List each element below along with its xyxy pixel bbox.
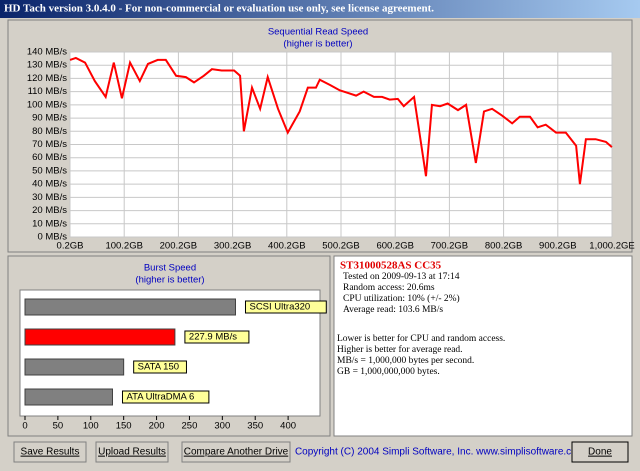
x-tick-label: 150 [116,421,132,432]
drive-name: ST31000528AS CC35 [340,260,442,272]
info-line: Random access: 20.6ms [343,283,435,293]
title-bar [0,0,640,18]
x-tick-label: 600.2GB [376,241,414,252]
y-tick-label: 70 MB/s [32,139,67,150]
bar [24,328,176,346]
y-tick-label: 40 MB/s [32,179,67,190]
x-tick-label: 700.2GB [431,241,469,252]
x-tick-label: 300 [214,421,230,432]
y-tick-label: 30 MB/s [32,192,67,203]
bar-label: 227.9 MB/s [184,330,250,344]
info-panel [333,255,633,437]
read-line [69,56,613,185]
y-tick-label: 120 MB/s [27,73,67,84]
button-face [13,441,87,463]
bar [24,388,113,406]
x-tick-label: 100 [83,421,99,432]
y-tick-label: 110 MB/s [28,86,68,97]
bar-label: ATA UltraDMA 6 [121,390,210,404]
info-note: MB/s = 1,000,000 bytes per second. [337,356,474,366]
x-tick-label: 800.2GB [485,241,523,252]
label-box [184,330,250,344]
label-box [121,390,210,404]
button-face [95,441,169,463]
bar-label: SATA 150 [133,360,187,374]
x-tick-label: 400.2GB [268,241,306,252]
y-tick-label: 50 MB/s [32,165,67,176]
y-tick-label: 100 MB/s [27,99,67,110]
x-tick-label: 200 [149,421,165,432]
chart-title: Burst Speed [144,263,196,274]
button-label: Save Results [21,447,80,458]
x-tick-label: 50 [53,421,64,432]
bar-label-text: ATA UltraDMA 6 [126,392,194,403]
x-tick-label: 400 [280,421,296,432]
x-tick-label: 350 [247,421,263,432]
y-tick-label: 90 MB/s [32,113,67,124]
y-tick-label: 60 MB/s [32,152,67,163]
button-label: Compare Another Drive [184,447,289,458]
copyright: Copyright (C) 2004 Simpli Software, Inc.… [295,447,585,458]
info-note: Higher is better for average read. [337,344,463,355]
y-tick-label: 10 MB/s [32,218,67,229]
chart-subtitle: (higher is better) [135,275,204,286]
button[interactable]: Done [571,441,629,463]
button-face [181,441,291,463]
bar [24,298,236,316]
info-note: GB = 1,000,000,000 bytes. [337,367,440,377]
x-tick-label: 100.2GB [105,241,143,252]
y-tick-label: 0 MB/s [37,232,67,243]
chart-title: Sequential Read Speed [268,27,368,38]
y-tick-label: 130 MB/s [27,60,67,71]
window-title: HD Tach version 3.0.4.0 - For non-commer… [4,3,434,15]
x-tick-label: 900.2GB [539,241,577,252]
button-label: Upload Results [98,447,166,458]
bar [24,358,125,376]
bar-label-text: SATA 150 [138,362,179,373]
label-box [244,300,327,314]
bar-label: SCSI Ultra320 [244,300,327,314]
bar-label-text: 227.9 MB/s [189,332,237,343]
x-tick-label: 500.2GB [322,241,360,252]
button[interactable]: Save Results [13,441,87,463]
button-face [571,441,629,463]
info-line: Average read: 103.6 MB/s [343,305,443,315]
button[interactable]: Compare Another Drive [181,441,291,463]
x-tick-label: 200.2GB [160,241,198,252]
button-label: Done [588,447,612,458]
y-tick-label: 80 MB/s [32,126,67,137]
y-tick-label: 20 MB/s [32,205,67,216]
label-box [133,360,187,374]
info-note: Lower is better for CPU and random acces… [337,333,505,344]
info-line: CPU utilization: 10% (+/- 2%) [343,293,460,304]
x-tick-label: 250 [182,421,198,432]
x-tick-label: 300.2GB [214,241,252,252]
chart-subtitle: (higher is better) [283,39,352,50]
x-tick-label: 1,000.2GE [589,241,634,252]
y-tick-label: 140 MB/s [27,47,67,58]
x-tick-label: 0 [22,421,27,432]
info-line: Tested on 2009-09-13 at 17:14 [343,272,460,282]
button[interactable]: Upload Results [95,441,169,463]
x-tick-label: 0.2GB [57,241,84,252]
bar-label-text: SCSI Ultra320 [249,302,310,313]
